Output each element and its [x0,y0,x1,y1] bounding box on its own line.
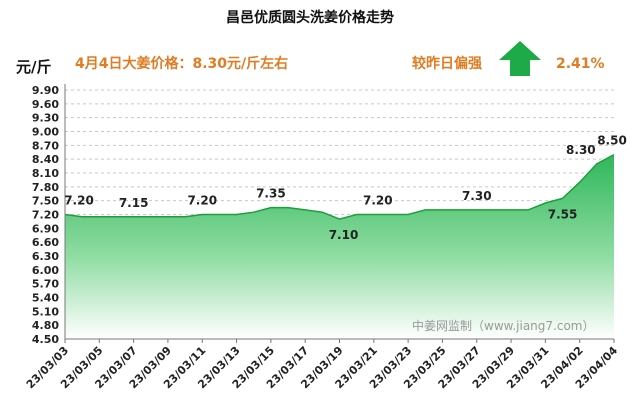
y-tick-label: 7.50 [32,195,59,208]
y-tick-label: 9.60 [32,98,59,111]
data-label: 7.55 [548,207,578,221]
y-tick-label: 8.10 [32,167,59,180]
price-note: 4月4日大姜价格：8.30元/斤左右 [75,55,288,72]
y-tick-label: 5.10 [32,305,59,318]
y-tick-label: 6.00 [32,264,59,277]
y-tick-label: 8.40 [32,153,59,166]
change-label: 较昨日偏强 [412,55,482,72]
y-tick-label: 9.00 [32,126,59,139]
x-axis-ticks: 23/03/0323/03/0523/03/0723/03/0923/03/11… [24,339,620,391]
data-label: 7.15 [119,196,149,210]
y-tick-label: 6.30 [32,250,59,263]
y-axis-ticks: 4.504.805.105.405.706.006.306.606.907.20… [32,84,59,346]
data-label: 7.35 [256,187,286,201]
y-tick-label: 4.50 [32,333,59,346]
watermark: 中姜网监制（www.jiang7.com） [412,318,594,333]
y-tick-label: 5.40 [32,292,59,305]
data-label: 7.20 [363,194,393,208]
y-tick-label: 6.60 [32,236,59,249]
price-area [65,154,614,339]
y-tick-label: 5.70 [32,278,59,291]
up-arrow-icon [499,41,541,76]
y-axis-unit: 元/斤 [16,58,51,76]
data-label: 8.50 [597,134,627,148]
data-label: 7.20 [64,194,94,208]
data-label: 8.30 [566,143,596,157]
change-value: 2.41% [556,56,605,72]
y-tick-label: 7.80 [32,181,59,194]
chart-title: 昌邑优质圆头洗姜价格走势 [226,9,394,26]
data-label: 7.20 [187,194,217,208]
y-tick-label: 7.20 [32,209,59,222]
y-tick-label: 6.90 [32,222,59,235]
y-tick-label: 9.90 [32,84,59,97]
y-tick-label: 4.80 [32,319,59,332]
price-line [64,153,615,220]
y-tick-label: 8.70 [32,139,59,152]
data-labels: 7.20 7.15 7.20 7.35 7.10 7.20 7.30 7.55 8.308.50 [64,134,627,243]
data-label: 7.30 [462,189,492,203]
data-label: 7.10 [329,228,359,242]
y-tick-label: 9.30 [32,112,59,125]
